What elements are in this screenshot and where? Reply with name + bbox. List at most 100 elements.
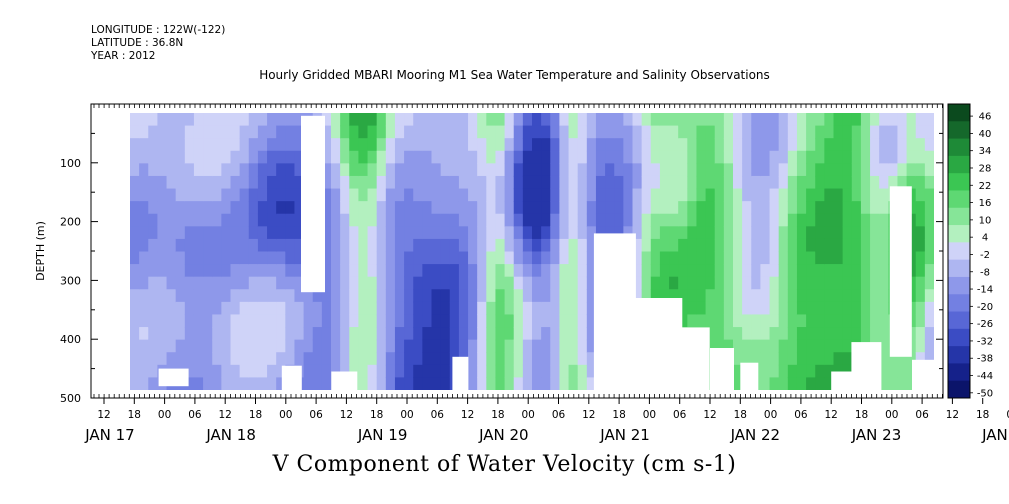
heatmap-cell [714, 201, 725, 215]
heatmap-cell [532, 352, 542, 366]
heatmap-cell [404, 125, 414, 139]
x-hour-tick-label: 18 [128, 409, 141, 421]
heatmap-cell [184, 301, 195, 316]
heatmap-cell [632, 238, 643, 253]
heatmap-cell [404, 301, 414, 316]
heatmap-cell [513, 138, 524, 152]
heatmap-cell [367, 113, 378, 127]
heatmap-cell [385, 113, 396, 127]
heatmap-cell [367, 276, 378, 290]
colorbar-level-label: -2 [980, 250, 990, 261]
heatmap-cell [586, 213, 597, 227]
heatmap-cell [751, 327, 762, 341]
heatmap-cell [449, 327, 460, 341]
heatmap-cell [870, 201, 880, 215]
heatmap-cell [851, 238, 862, 253]
heatmap-cell [495, 188, 506, 202]
heatmap-cell [267, 339, 277, 353]
heatmap-cell [806, 201, 816, 215]
heatmap-cell [166, 314, 177, 328]
heatmap-cell [321, 377, 332, 390]
heatmap-cell [148, 251, 159, 265]
heatmap-cell [477, 175, 487, 190]
x-hour-tick-label: 06 [673, 409, 687, 421]
heatmap-cell [358, 339, 369, 353]
heatmap-cell [184, 352, 195, 366]
heatmap-cell [157, 289, 168, 303]
heatmap-cell [586, 352, 597, 366]
colorbar-border [947, 103, 971, 399]
heatmap-cell [513, 276, 524, 290]
heatmap-cell [404, 163, 414, 177]
heatmap-cell [276, 213, 286, 227]
heatmap-cell [267, 138, 277, 152]
heatmap-cell [221, 276, 232, 290]
heatmap-cell [541, 213, 551, 227]
heatmap-cell [212, 150, 222, 164]
heatmap-cell [833, 238, 844, 253]
heatmap-cell [340, 301, 350, 316]
heatmap-cell [385, 314, 396, 328]
heatmap-cell [879, 339, 889, 353]
heatmap-cell [267, 175, 277, 190]
heatmap-cell [358, 125, 369, 139]
heatmap-cell [248, 113, 259, 127]
heatmap-cell [787, 213, 798, 227]
heatmap-cell [586, 301, 597, 316]
heatmap-cell [394, 377, 405, 390]
heatmap-cell [669, 226, 679, 240]
heatmap-cell [815, 175, 825, 190]
heatmap-cell [851, 125, 862, 139]
heatmap-cell [733, 264, 743, 278]
heatmap-cell [522, 364, 533, 379]
heatmap-cell [705, 289, 716, 303]
heatmap-cell [559, 251, 570, 265]
heatmap-cell [486, 327, 497, 341]
heatmap-cell [303, 289, 314, 303]
heatmap-cell [824, 188, 835, 202]
heatmap-cell [349, 238, 360, 253]
heatmap-cell [431, 251, 442, 265]
heatmap-cell [870, 314, 880, 328]
heatmap-cell [568, 289, 579, 303]
x-day-label: JAN 17 [84, 426, 135, 444]
heatmap-cell [340, 138, 350, 152]
heatmap-cell [714, 226, 725, 240]
heatmap-cell [742, 125, 752, 139]
heatmap-cell [193, 276, 204, 290]
heatmap-cell [331, 289, 341, 303]
heatmap-cell [687, 113, 698, 127]
heatmap-cell [751, 226, 762, 240]
heatmap-cell [623, 163, 634, 177]
heatmap-cell [221, 301, 232, 316]
heatmap-cell [422, 339, 433, 353]
colorbar-swatch [948, 363, 970, 382]
heatmap-cell [349, 327, 360, 341]
heatmap-cell [769, 251, 780, 265]
heatmap-cell [714, 163, 725, 177]
heatmap-cell [230, 213, 241, 227]
heatmap-cell [714, 150, 725, 164]
heatmap-cell [212, 264, 222, 278]
heatmap-cell [787, 339, 798, 353]
heatmap-cell [705, 327, 716, 341]
heatmap-cell [358, 314, 369, 328]
heatmap-cell [413, 201, 423, 215]
heatmap-cell [294, 301, 305, 316]
heatmap-cell [696, 289, 707, 303]
heatmap-cell [239, 113, 250, 127]
heatmap-cell [486, 163, 497, 177]
heatmap-cell [879, 301, 889, 316]
heatmap-cell [358, 327, 369, 341]
heatmap-cell [449, 175, 460, 190]
heatmap-cell [504, 339, 515, 353]
heatmap-cell [897, 138, 908, 152]
heatmap-cell [815, 364, 825, 379]
heatmap-cell [504, 125, 515, 139]
heatmap-cell [742, 213, 752, 227]
heatmap-cell [312, 289, 323, 303]
heatmap-cell [139, 301, 149, 316]
heatmap-cell [833, 125, 844, 139]
heatmap-cell [157, 125, 168, 139]
longitude-label: LONGITUDE : 122W(-122) [91, 24, 226, 36]
